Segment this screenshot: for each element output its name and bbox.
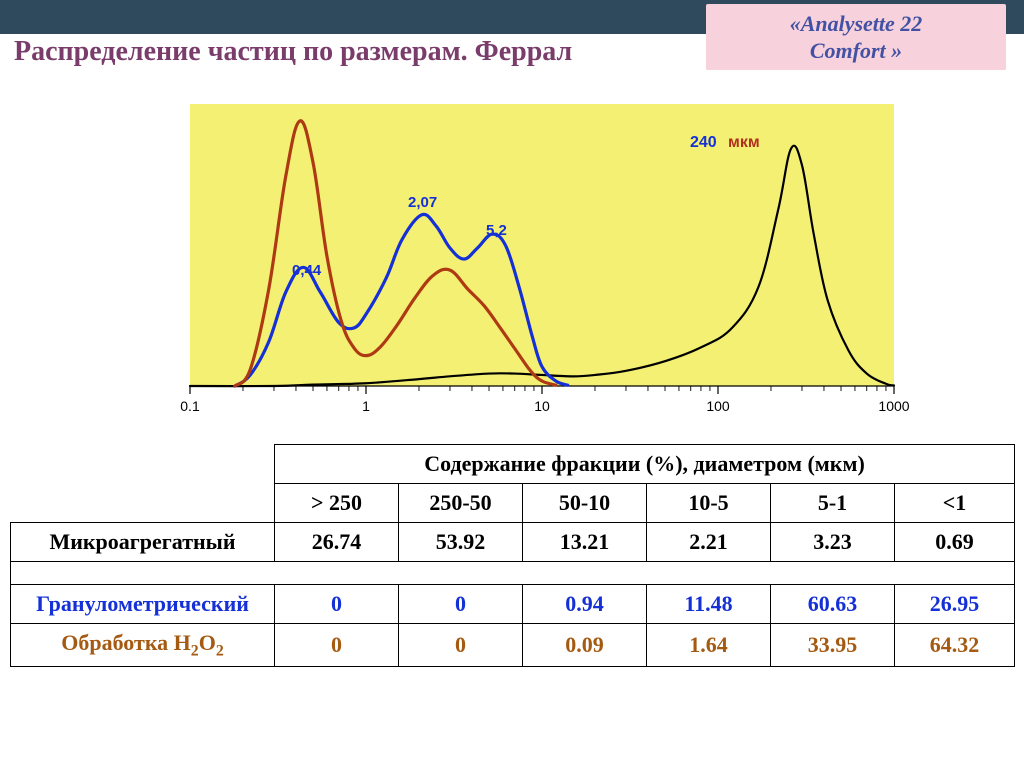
table-cell: 33.95 [771,624,895,667]
x-tick-label: 100 [706,398,729,414]
table-col-header: 10-5 [647,484,771,523]
peak-label: 5,2 [486,222,507,239]
table-cell: 1.64 [647,624,771,667]
table-cell: 0 [399,585,523,624]
particle-distribution-chart: 0.111010010000,442,075,2240мкм [190,104,900,434]
table-cell: 0 [275,624,399,667]
table-cell: 0 [275,585,399,624]
table-cell: 53.92 [399,523,523,562]
table-cell: 13.21 [523,523,647,562]
table-col-header: 250-50 [399,484,523,523]
table-row: Гранулометрический000.9411.4860.6326.95 [11,585,1015,624]
x-tick-label: 10 [534,398,550,414]
table-cell: 64.32 [895,624,1015,667]
table-cell: 60.63 [771,585,895,624]
row-label: Микроагрегатный [11,523,275,562]
table-cell: 0 [399,624,523,667]
fraction-table-wrap: Содержание фракции (%), диаметром (мкм)>… [10,444,1014,667]
table-cell: 3.23 [771,523,895,562]
table-col-header: 5-1 [771,484,895,523]
table-cell: 0.09 [523,624,647,667]
row-label: Гранулометрический [11,585,275,624]
peak-label: 2,07 [408,194,437,211]
x-tick-label: 0.1 [180,398,199,414]
table-col-header: <1 [895,484,1015,523]
peak-label: 0,44 [292,262,321,279]
peak-label: мкм [728,134,760,152]
table-col-header: 50-10 [523,484,647,523]
table-cell: 26.74 [275,523,399,562]
x-tick-label: 1000 [878,398,909,414]
row-label: Обработка H2O2 [11,624,275,667]
badge-line-2: Comfort » [810,37,902,65]
badge-line-1: «Analysette 22 [790,10,923,38]
peak-label: 240 [690,134,717,152]
table-cell: 0.94 [523,585,647,624]
table-cell: 26.95 [895,585,1015,624]
table-col-header: > 250 [275,484,399,523]
table-header-title: Содержание фракции (%), диаметром (мкм) [275,445,1015,484]
table-row: Обработка H2O2000.091.6433.9564.32 [11,624,1015,667]
table-cell: 2.21 [647,523,771,562]
table-cell: 11.48 [647,585,771,624]
x-tick-label: 1 [362,398,370,414]
instrument-badge: «Analysette 22 Comfort » [706,4,1006,70]
table-row: Микроагрегатный26.7453.9213.212.213.230.… [11,523,1015,562]
table-cell: 0.69 [895,523,1015,562]
page-title: Распределение частиц по размерам. Феррал [14,36,572,68]
fraction-table: Содержание фракции (%), диаметром (мкм)>… [10,444,1015,667]
